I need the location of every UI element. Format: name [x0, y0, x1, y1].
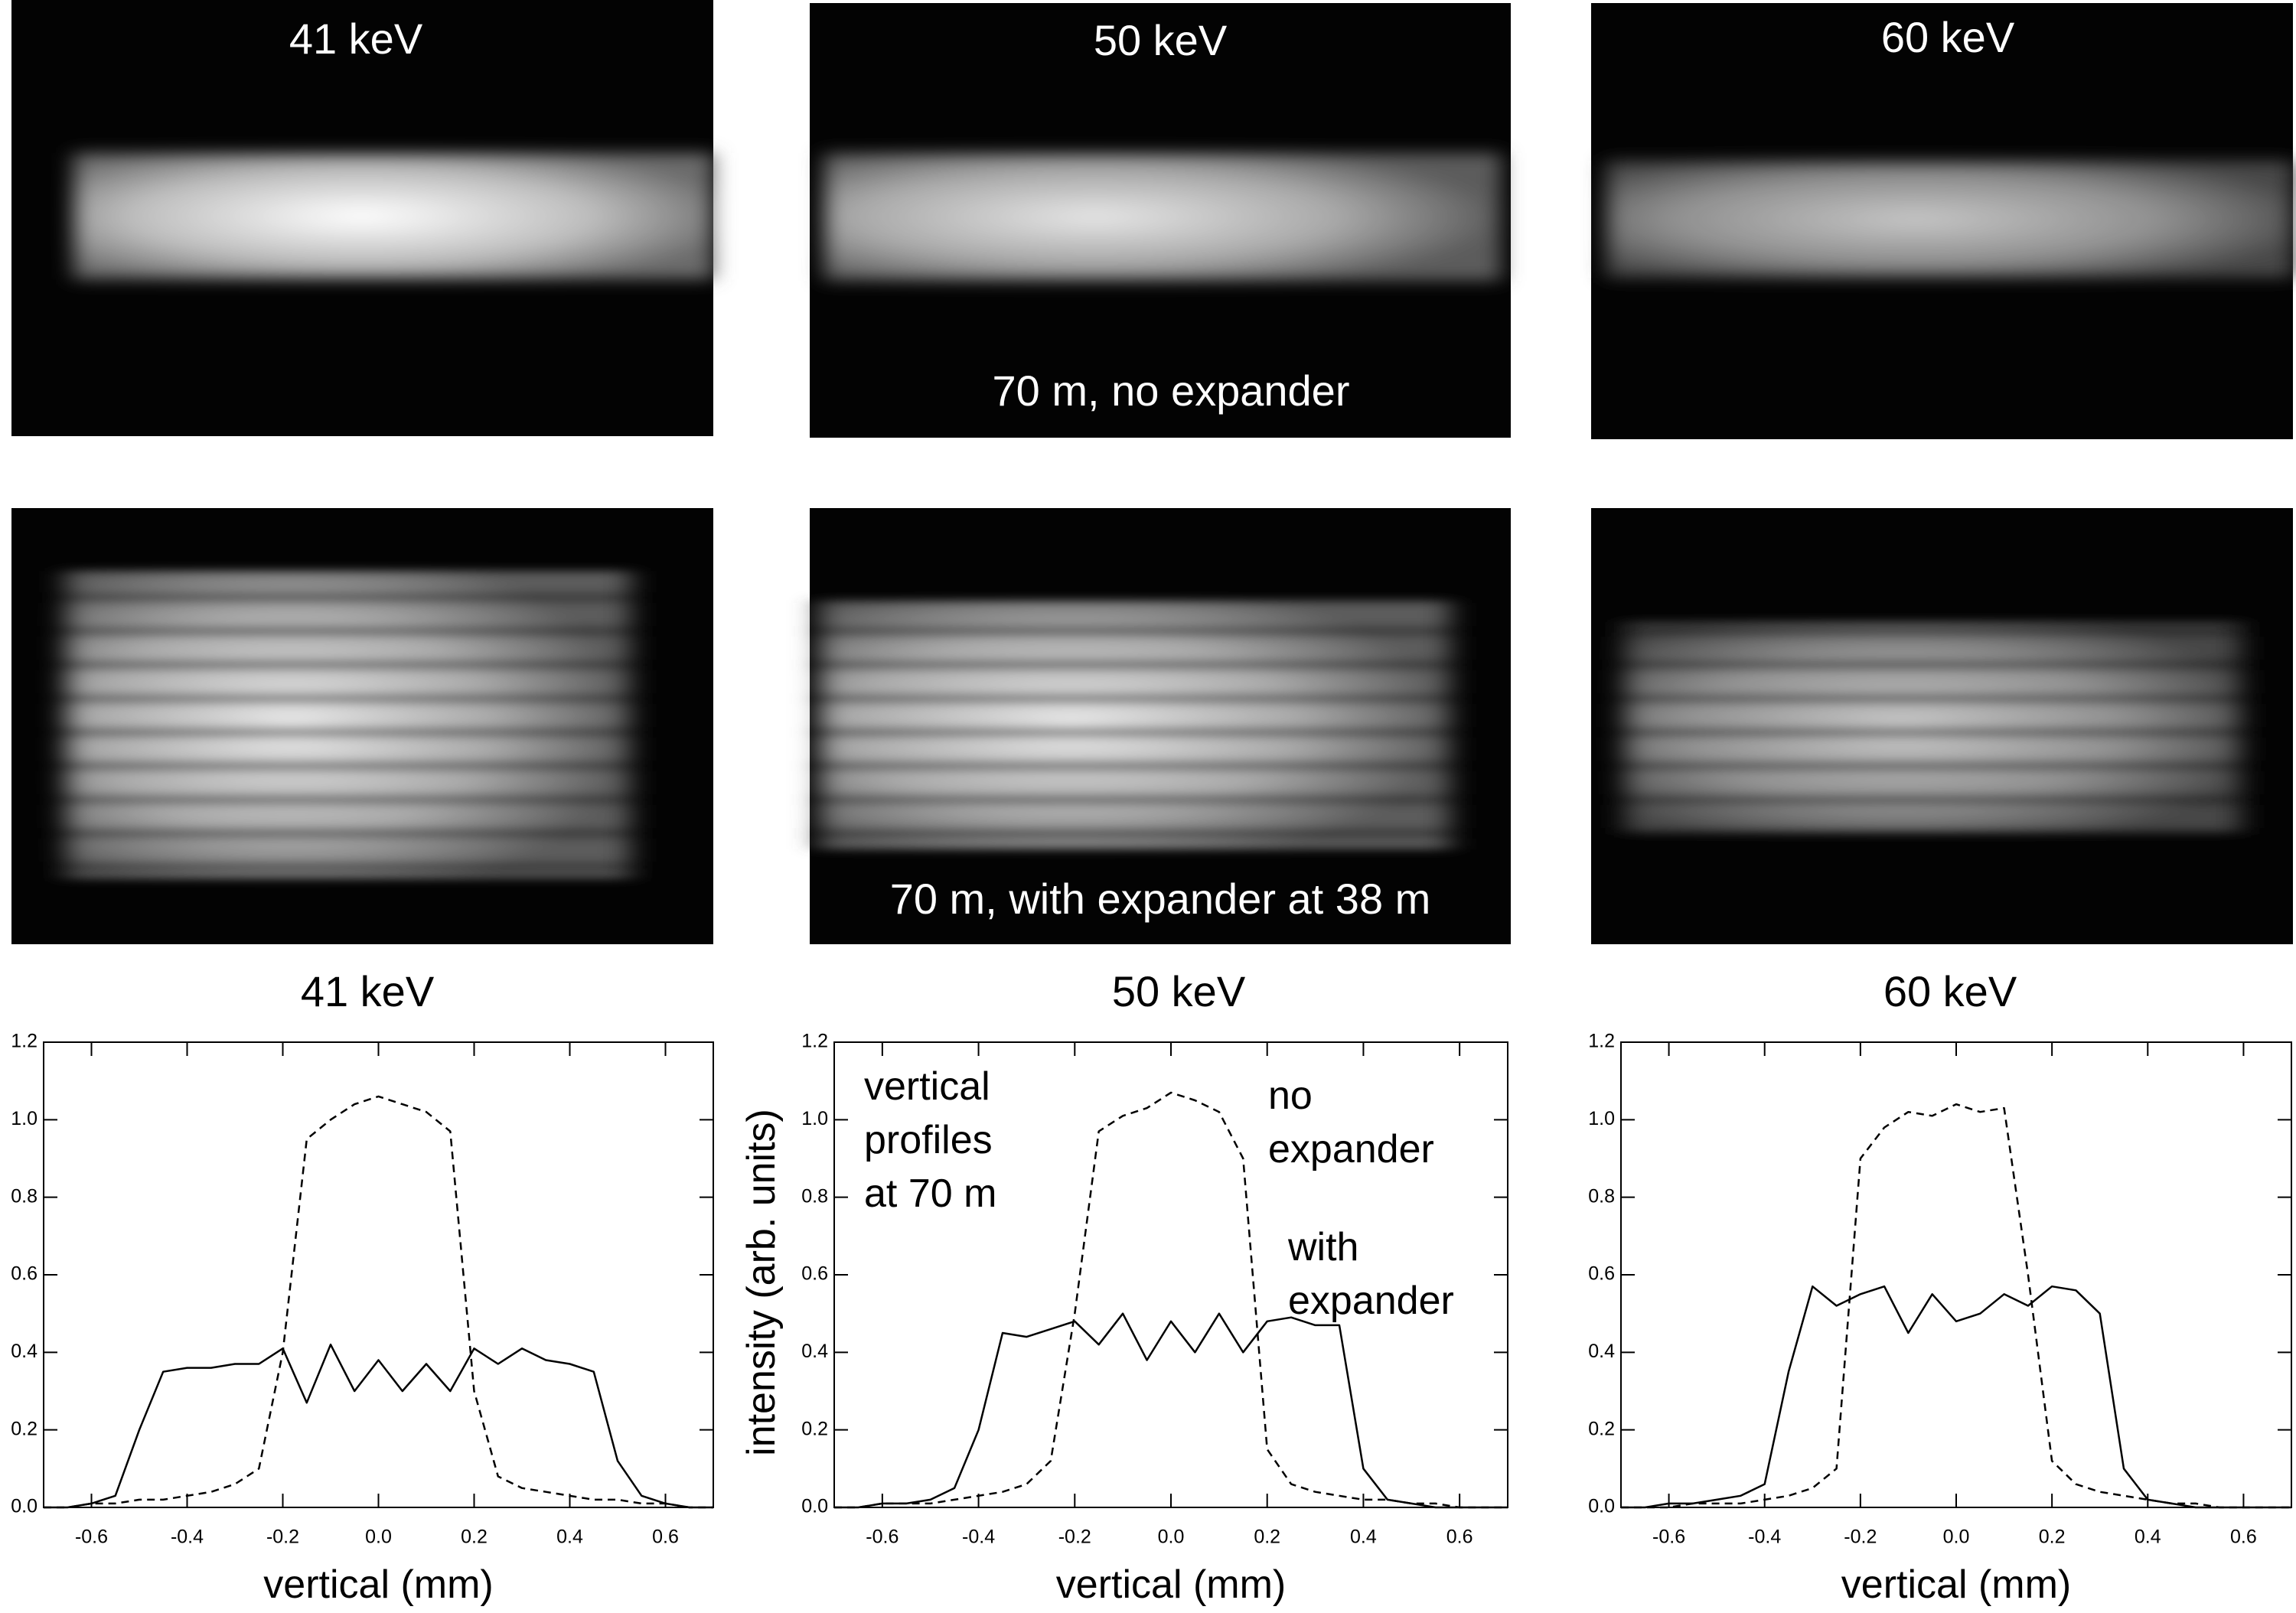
y-tick-label: 0.8 — [1588, 1185, 1615, 1207]
y-tick-label: 0.4 — [801, 1341, 828, 1362]
y-tick-label: 1.2 — [11, 1031, 38, 1052]
x-tick-label: 0.2 — [461, 1527, 488, 1548]
image-panel: 50 keV 70 m, no expander — [810, 3, 1511, 438]
x-tick-label: 0.4 — [1350, 1527, 1377, 1548]
annotation: expander — [1288, 1279, 1454, 1323]
image-note: 70 m, no expander — [993, 367, 1350, 415]
chart-title: 50 keV — [1112, 967, 1246, 1015]
annotation: profiles — [864, 1118, 993, 1162]
annotation: at 70 m — [864, 1171, 996, 1216]
x-tick-label: -0.2 — [1844, 1527, 1877, 1548]
y-tick-label: 0.0 — [11, 1496, 38, 1517]
x-tick-label: -0.6 — [866, 1527, 899, 1548]
y-tick-label: 0.2 — [11, 1418, 38, 1439]
y-tick-label: 1.0 — [1588, 1108, 1615, 1129]
annotation: with — [1287, 1225, 1358, 1269]
y-tick-label: 0.2 — [801, 1418, 828, 1439]
y-tick-label: 0.8 — [11, 1185, 38, 1207]
image-panel — [1591, 508, 2293, 944]
y-tick-label: 1.0 — [11, 1108, 38, 1129]
annotation: no — [1268, 1074, 1313, 1118]
y-tick-label: 0.6 — [11, 1263, 38, 1285]
y-tick-label: 0.8 — [801, 1185, 828, 1207]
plot-frame — [43, 1041, 714, 1508]
x-tick-label: -0.4 — [1748, 1527, 1781, 1548]
y-tick-label: 0.4 — [11, 1341, 38, 1362]
x-tick-label: 0.6 — [2230, 1527, 2257, 1548]
image-label: 50 keV — [1094, 16, 1228, 64]
y-tick-label: 0.6 — [801, 1263, 828, 1285]
x-axis-label: vertical (mm) — [1056, 1562, 1286, 1607]
x-tick-label: -0.4 — [962, 1527, 995, 1548]
profile-line — [1621, 1103, 2291, 1509]
x-axis-label: vertical (mm) — [263, 1562, 493, 1607]
x-axis-label: vertical (mm) — [1841, 1562, 2071, 1607]
chart-title: 60 keV — [1883, 967, 2017, 1015]
y-tick-label: 1.2 — [1588, 1031, 1615, 1052]
y-axis-label: intensity (arb. units) — [739, 1109, 784, 1456]
y-tick-label: 0.0 — [801, 1496, 828, 1517]
x-tick-label: -0.2 — [266, 1527, 299, 1548]
annotation: vertical — [864, 1064, 990, 1109]
x-tick-label: -0.4 — [171, 1527, 204, 1548]
image-panel: 41 keV — [11, 0, 713, 436]
x-tick-label: 0.4 — [556, 1527, 583, 1548]
plot-frame — [1620, 1041, 2292, 1508]
image-label: 60 keV — [1881, 13, 2015, 61]
x-tick-label: -0.2 — [1058, 1527, 1091, 1548]
y-tick-label: 0.4 — [1588, 1341, 1615, 1362]
x-tick-label: 0.6 — [1446, 1527, 1473, 1548]
image-panel: 60 keV — [1591, 3, 2293, 439]
annotation: expander — [1268, 1127, 1434, 1171]
image-label: 41 keV — [289, 15, 423, 63]
x-tick-label: 0.2 — [2039, 1527, 2066, 1548]
image-panel: 70 m, with expander at 38 m — [810, 508, 1511, 944]
profile-line — [1621, 1285, 2291, 1509]
y-tick-label: 0.2 — [1588, 1418, 1615, 1439]
x-tick-label: 0.6 — [652, 1527, 679, 1548]
x-tick-label: -0.6 — [1652, 1527, 1685, 1548]
image-note: 70 m, with expander at 38 m — [890, 875, 1431, 923]
y-tick-label: 1.2 — [801, 1031, 828, 1052]
plot-frame — [833, 1041, 1508, 1508]
image-panel — [11, 508, 713, 944]
x-tick-label: 0.4 — [2135, 1527, 2161, 1548]
x-tick-label: 0.0 — [1943, 1527, 1970, 1548]
chart-title: 41 keV — [301, 967, 435, 1015]
y-tick-label: 0.6 — [1588, 1263, 1615, 1285]
x-tick-label: 0.0 — [365, 1527, 392, 1548]
y-tick-label: 0.0 — [1588, 1496, 1615, 1517]
x-tick-label: 0.2 — [1254, 1527, 1280, 1548]
x-tick-label: 0.0 — [1158, 1527, 1185, 1548]
x-tick-label: -0.6 — [75, 1527, 108, 1548]
profile-line — [44, 1095, 713, 1509]
profile-line — [834, 1312, 1508, 1509]
profile-line — [44, 1343, 713, 1509]
y-tick-label: 1.0 — [801, 1108, 828, 1129]
